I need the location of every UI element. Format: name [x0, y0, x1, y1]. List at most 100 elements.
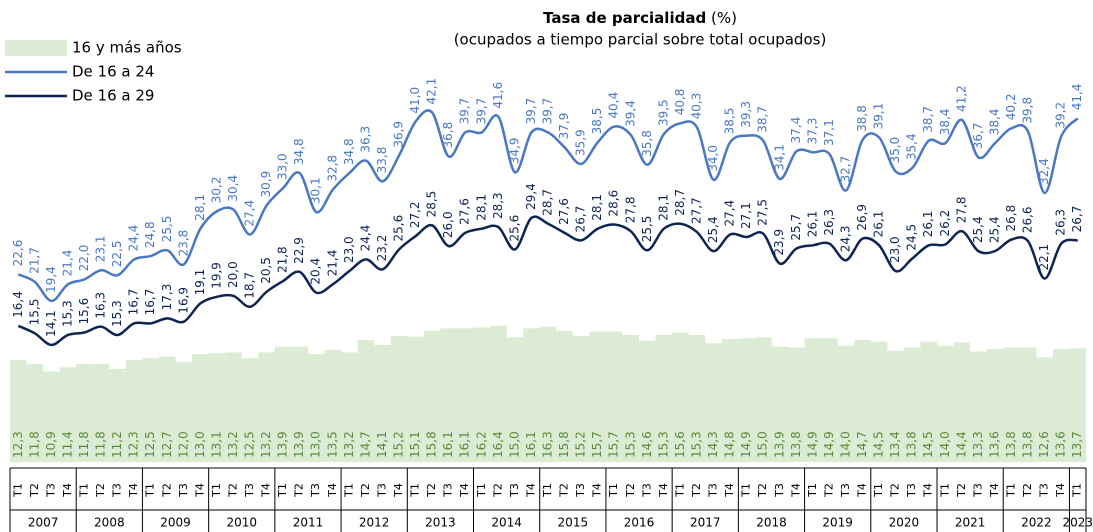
bar-value-label: 13,1: [209, 431, 223, 458]
bar: [821, 338, 838, 462]
x-tick-label: T3: [508, 483, 521, 498]
line-value-label: 33,0: [276, 153, 290, 180]
bar: [76, 364, 93, 462]
line-value-label: 26,1: [805, 211, 819, 238]
line-value-label: 39,7: [524, 98, 538, 125]
line-value-label: 37,4: [789, 117, 803, 144]
line-value-label: 26,3: [822, 209, 836, 236]
line-value-label: 27,4: [723, 200, 737, 227]
x-tick-label: T1: [11, 483, 24, 498]
x-tick-label: T4: [922, 483, 935, 498]
year-label: 2013: [425, 516, 456, 530]
bar: [937, 345, 954, 462]
bar-value-label: 15,1: [408, 431, 422, 458]
bar-value-label: 15,8: [557, 431, 571, 458]
x-tick-label: T2: [94, 483, 107, 498]
x-tick-label: T4: [657, 483, 670, 498]
x-tick-label: T1: [144, 483, 157, 498]
line-value-label: 28,6: [607, 190, 621, 217]
bar: [688, 334, 706, 462]
line-value-label: 27,8: [623, 196, 637, 223]
x-tick-label: T4: [61, 483, 74, 498]
line-value-label: 39,2: [1054, 102, 1068, 129]
bar: [374, 344, 391, 462]
line-value-label: 20,5: [259, 257, 273, 284]
bar: [771, 346, 789, 462]
bar-value-label: 14,7: [855, 431, 869, 458]
bar-value-label: 13,2: [259, 431, 273, 458]
bar: [26, 364, 44, 462]
line-value-label: 34,9: [507, 138, 521, 165]
x-tick-label: T4: [392, 483, 405, 498]
bar: [837, 345, 855, 462]
x-tick-label: T2: [1021, 483, 1034, 498]
line-value-label: 28,1: [656, 194, 670, 221]
line-value-label: 39,4: [623, 100, 637, 127]
x-tick-label: T1: [806, 483, 819, 498]
bar-value-label: 15,0: [756, 431, 770, 458]
bar-value-label: 11,2: [110, 431, 124, 458]
line-value-label: 24,5: [905, 224, 919, 251]
chart-subtitle: (ocupados a tiempo parcial sobre total o…: [454, 31, 827, 49]
bar: [473, 327, 491, 462]
line-value-label: 19,1: [193, 269, 207, 296]
x-tick-label: T1: [872, 483, 885, 498]
line-value-label: 22,5: [110, 240, 124, 267]
line-value-label: 22,1: [1037, 244, 1051, 271]
bar: [1069, 348, 1086, 462]
line-value-label: 24,8: [143, 221, 157, 248]
line-value-label: 37,9: [557, 113, 571, 140]
bar-value-label: 12,5: [143, 431, 157, 458]
bar: [738, 338, 755, 462]
line-value-label: 23,9: [772, 229, 786, 256]
bar-value-label: 11,8: [94, 431, 108, 458]
bar-value-label: 14,3: [706, 431, 720, 458]
bar: [887, 350, 904, 462]
year-label: 2012: [359, 516, 390, 530]
title-unit: (%): [711, 9, 737, 27]
x-tick-label: T3: [1038, 483, 1051, 498]
line-value-label: 40,4: [607, 92, 621, 119]
line-value-label: 27,2: [408, 201, 422, 228]
bar-value-label: 12,0: [176, 431, 190, 458]
bar-value-label: 12,3: [11, 431, 25, 458]
bar-value-label: 13,9: [292, 431, 306, 458]
x-tick-label: T3: [375, 483, 388, 498]
bar-value-label: 16,3: [541, 431, 555, 458]
bar: [754, 337, 772, 462]
x-tick-label: T1: [1005, 483, 1018, 498]
line-value-label: 21,4: [60, 250, 74, 277]
bar: [870, 341, 888, 462]
bar-value-label: 13,6: [987, 431, 1001, 458]
bar: [241, 358, 259, 462]
x-tick-label: T4: [127, 483, 140, 498]
year-label: 2019: [822, 516, 853, 530]
line-value-label: 39,5: [656, 99, 670, 126]
bar: [192, 354, 209, 462]
bar-value-label: 14,4: [954, 431, 968, 458]
line: [17, 109, 1079, 303]
x-tick-label: T3: [111, 483, 124, 498]
year-label: 2022: [1021, 516, 1052, 530]
bar-value-label: 15,3: [689, 431, 703, 458]
x-tick-label: T4: [524, 483, 537, 498]
x-tick-label: T3: [309, 483, 322, 498]
line-value-label: 25,4: [971, 216, 985, 243]
line-value-label: 39,1: [872, 103, 886, 130]
bar: [423, 330, 441, 462]
x-tick-label: T2: [822, 483, 835, 498]
x-tick-label: T3: [243, 483, 256, 498]
line-value-label: 36,7: [971, 123, 985, 150]
bar: [1036, 357, 1053, 462]
x-tick-label: T2: [558, 483, 571, 498]
bar: [43, 371, 60, 462]
bar-value-label: 14,0: [938, 431, 952, 458]
line-value-label: 33,8: [375, 147, 389, 174]
x-tick-label: T2: [491, 483, 504, 498]
line-value-label: 20,4: [309, 258, 323, 285]
line-value-label: 36,8: [441, 122, 455, 149]
line-value-label: 15,5: [27, 299, 41, 326]
bar: [357, 339, 375, 462]
line: [17, 215, 1078, 347]
